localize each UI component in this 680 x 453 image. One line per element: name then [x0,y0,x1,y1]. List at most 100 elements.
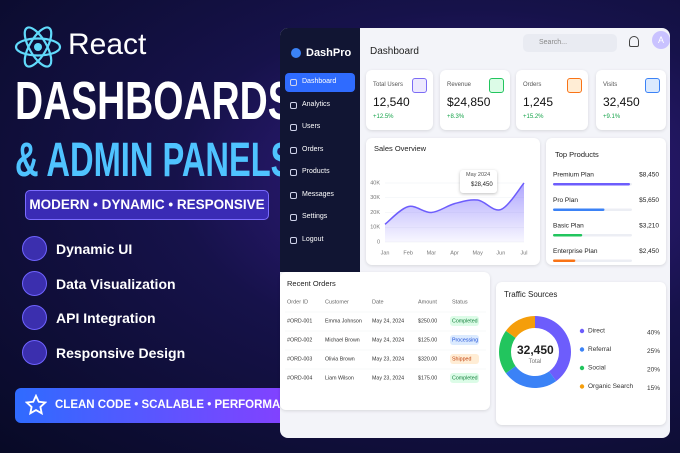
legend-value: 20% [647,367,660,374]
headline: & ADMIN PANELS [15,134,293,187]
card-title: Top Products [555,150,599,159]
stat-label: Orders [523,82,542,88]
table-cell: Emma Johnson [325,318,362,324]
y-tick-label: 10K [370,225,380,231]
stat-change: +12.5% [373,114,394,120]
stat-change: +15.2% [523,114,544,120]
product-name: Basic Plan [553,223,584,230]
feature-icon [22,305,47,330]
legend-dot [579,384,585,389]
legend-dot [579,347,585,352]
table-cell: May 24, 2024 [372,337,404,343]
column-header: Customer [325,299,349,305]
product-value: $8,450 [639,172,659,179]
y-tick-label: 40K [370,180,380,186]
logo-icon [291,48,301,58]
stat-label: Revenue [447,82,472,88]
menu-icon [290,169,297,176]
card-title: Sales Overview [374,144,427,153]
sales-area [385,183,524,242]
legend-label: Social [588,365,606,372]
bell-icon[interactable] [629,36,639,47]
table-cell: $175.00 [418,375,437,381]
table-cell: #ORD-004 [287,375,312,381]
table-cell: Processing [452,337,478,343]
search-box[interactable]: Search... [523,34,617,52]
status-pill [450,316,479,326]
product-value: $3,210 [639,223,659,230]
product-bar [553,259,576,262]
legend-label: Direct [588,328,605,335]
legend-dot [579,328,585,334]
avatar[interactable]: A [652,31,670,49]
menu-item[interactable]: Products [302,168,330,175]
product-value: $5,650 [639,197,659,204]
feature-text: Dynamic UI [56,241,133,257]
stat-value: 1,245 [523,95,554,109]
table-cell: Olivia Brown [325,356,355,362]
stat-label: Total Users [373,82,404,88]
react-logo [14,26,62,68]
menu-item[interactable]: Orders [302,145,324,153]
feature-text: Data Visualization [56,276,176,292]
menu-icon [290,214,297,221]
menu-item[interactable]: Analytics [302,100,331,108]
legend-value: 15% [647,385,660,392]
sidebar [280,28,360,272]
donut-total: 32,450 [517,343,554,357]
menu-item[interactable]: Messages [302,190,334,198]
menu-item[interactable]: Settings [302,213,328,220]
tagline: MODERN • DYNAMIC • RESPONSIVE [25,190,269,220]
legend-label: Referral [588,346,612,353]
stat-icon [412,78,427,93]
stat-value: 32,450 [603,95,640,109]
table-cell: #ORD-001 [287,318,312,324]
menu-item[interactable]: Dashboard [302,78,337,85]
feature-text: API Integration [56,310,156,326]
column-header: Amount [418,299,437,305]
card-title: Traffic Sources [504,290,558,299]
table-cell: $125.00 [418,337,437,343]
traffic-card [496,282,666,425]
y-tick-label: 30K [370,195,380,201]
status-pill [450,373,479,383]
menu-icon [290,191,297,199]
menu-active [285,73,355,92]
column-header: Order ID [287,299,308,305]
stat-icon [567,78,582,93]
product-value: $2,450 [639,248,659,255]
legend-value: 40% [647,330,660,337]
menu-item[interactable]: Logout [302,235,324,243]
stat-value: $24,850 [447,95,491,109]
table-cell: Liam Wilson [325,375,354,381]
legend-value: 25% [647,348,660,355]
product-bar [553,234,583,237]
donut-slice [535,316,571,382]
donut-slice [505,316,535,338]
x-tick-label: Jul [520,250,527,256]
product-bar [553,208,605,211]
feature-icon [22,340,47,365]
card-title: Recent Orders [287,279,336,288]
stat-icon [489,78,504,93]
menu-item[interactable]: Users [302,123,321,130]
stat-change: +9.1% [603,114,621,120]
table-cell: #ORD-003 [287,356,312,362]
table-cell: May 23, 2024 [372,375,404,381]
feature-icon [22,271,47,296]
page-title: Dashboard [370,46,419,57]
tooltip [460,170,497,193]
stat-icon [645,78,660,93]
legend-label: Organic Search [588,383,634,390]
table-cell: $320.00 [418,356,437,362]
stat-label: Visits [603,82,618,88]
table-cell: #ORD-002 [287,337,312,343]
stat-value: 12,540 [373,95,410,109]
product-name: Pro Plan [553,197,578,204]
x-tick-label: Apr [450,250,459,256]
feature-text: Responsive Design [56,345,186,361]
table-cell: Michael Brown [325,337,360,343]
column-header: Date [372,299,384,305]
